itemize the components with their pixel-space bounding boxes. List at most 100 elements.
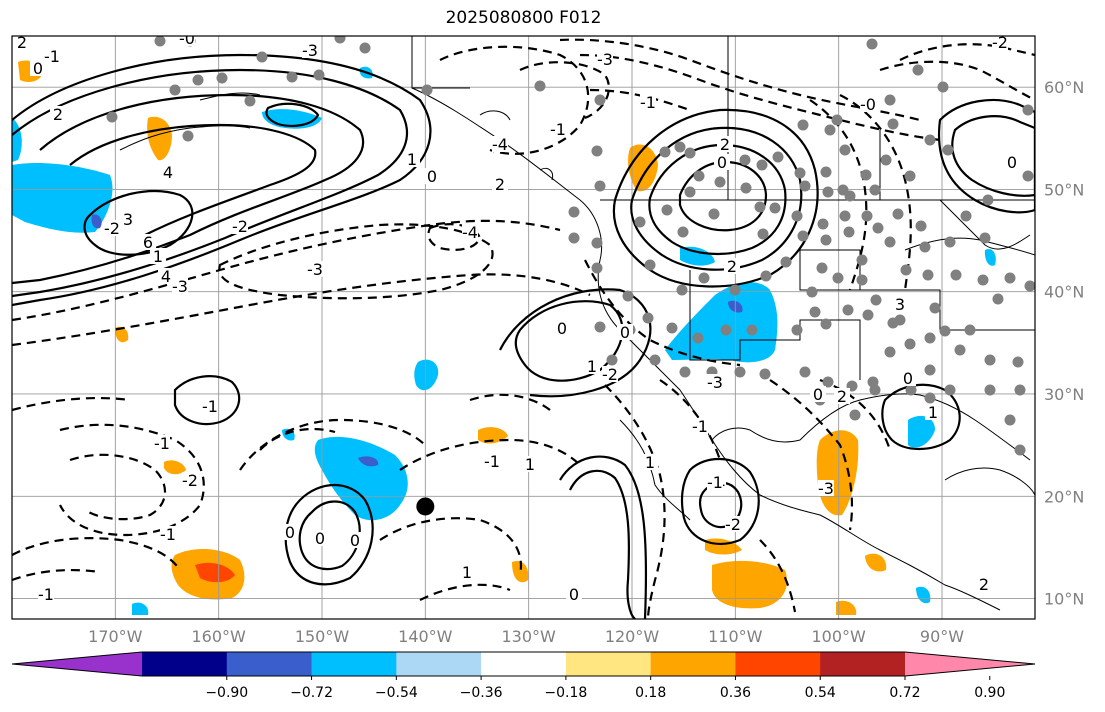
contour-label-bg <box>834 388 850 404</box>
contour-label-bg <box>182 472 198 488</box>
contour-label: 1 <box>645 453 655 472</box>
station-dot <box>1024 280 1035 292</box>
latitude-label: 20°N <box>1044 487 1084 506</box>
station-dot <box>872 222 884 234</box>
station-dot <box>919 241 931 253</box>
contour-negative <box>419 583 511 601</box>
pos-anomaly-area <box>195 562 235 583</box>
contour-positive <box>648 143 787 256</box>
pos-anomaly-area <box>628 144 658 192</box>
station-dot <box>661 204 673 216</box>
contour-label-bg <box>150 248 166 264</box>
station-dot <box>679 366 691 378</box>
contour-label-bg <box>566 586 582 602</box>
station-dot <box>822 186 834 198</box>
colorbar-tick-label: 0.36 <box>720 685 751 701</box>
contour-label-bg <box>158 268 174 284</box>
contour-negative <box>584 259 741 367</box>
station-dot <box>740 182 752 194</box>
contour-positive <box>173 375 241 426</box>
contour-label: 0 <box>557 319 567 338</box>
contour-label-bg <box>50 106 66 122</box>
station-dot <box>880 154 892 166</box>
contour-negative <box>12 396 131 412</box>
contour-label: 0 <box>350 531 360 550</box>
station-dot <box>757 228 769 240</box>
station-dot <box>842 304 854 316</box>
longitude-label: 120°W <box>605 627 660 646</box>
station-dot <box>674 141 686 153</box>
colorbar-tick-label: 0.54 <box>805 685 836 701</box>
station-dot <box>794 167 806 179</box>
station-dot <box>922 269 934 281</box>
station-dot <box>856 274 868 286</box>
contour-label: -1 <box>202 397 218 416</box>
contour-label-bg <box>179 36 195 46</box>
colorbar-segment <box>735 652 821 676</box>
contour-negative <box>439 45 590 155</box>
contour-positive <box>284 483 374 586</box>
station-dot <box>754 201 766 213</box>
station-dot <box>924 364 936 376</box>
station-dot <box>799 366 811 378</box>
contour-label: 0 <box>903 369 913 388</box>
contour-label: 3 <box>895 295 905 314</box>
colorbar-tick-label: −0.18 <box>544 685 587 701</box>
contour-label: -1 <box>160 525 176 544</box>
contour-label: -2 <box>602 365 618 384</box>
station-dot <box>915 220 927 232</box>
contour-label-bg <box>925 404 941 420</box>
colorbar-segment <box>226 652 313 676</box>
station-dot <box>739 154 751 166</box>
contour-label-bg <box>172 278 188 294</box>
contour-label: -0 <box>860 95 876 114</box>
neg-anomaly-area <box>91 214 102 229</box>
station-dot <box>791 210 803 222</box>
contour-label-bg <box>860 96 876 112</box>
station-dot <box>832 272 844 284</box>
station-dot <box>591 262 603 274</box>
longitude-label: 100°W <box>811 627 866 646</box>
station-dot <box>887 317 899 329</box>
station-dot <box>1022 104 1034 116</box>
station-dot <box>984 354 996 366</box>
colorbar-tick-label: 0.18 <box>635 685 666 701</box>
contour-label: -2 <box>232 217 248 236</box>
contour-negative <box>559 38 921 122</box>
station-dot <box>820 166 832 178</box>
contour-label: -2 <box>104 219 120 238</box>
contour-label-bg <box>717 136 733 152</box>
colorbar-tick-label: 0.72 <box>889 685 920 701</box>
contour-label-bg <box>160 526 176 542</box>
station-dot <box>862 309 874 321</box>
map-title: 2025080800 F012 <box>445 8 602 28</box>
contour-label-bg <box>424 168 440 184</box>
contour-labels: 20-12-0-34-3-410-12-4-3-2314-36-22021-1-… <box>14 33 1020 604</box>
contour-label-bg <box>554 320 570 336</box>
pos-anomaly-area <box>865 553 887 572</box>
station-dot <box>912 64 924 76</box>
station-dot <box>659 146 671 158</box>
contour-label: 0 <box>569 585 579 604</box>
station-dot <box>698 272 710 284</box>
station-dot <box>720 324 732 336</box>
contour-label-bg <box>640 94 656 110</box>
longitude-label: 140°W <box>398 627 453 646</box>
contour-negative <box>12 219 561 322</box>
station-dot <box>708 208 720 220</box>
station-dot <box>1004 272 1016 284</box>
longitude-label: 110°W <box>708 627 763 646</box>
contour-label: -4 <box>462 223 478 242</box>
contour-label-bg <box>707 374 723 390</box>
contour-label-bg <box>302 42 318 58</box>
station-dot <box>692 332 704 344</box>
latitude-labels: 60°N 50°N 40°N 30°N 20°N 10°N <box>1044 78 1084 608</box>
contour-label: -2 <box>992 33 1008 52</box>
contour-label: 3 <box>123 210 133 229</box>
contour-negative <box>399 438 581 471</box>
contour-label-bg <box>38 586 54 602</box>
station-dot <box>746 324 758 336</box>
station-dot <box>591 237 603 249</box>
neg-anomaly-area <box>314 436 408 521</box>
